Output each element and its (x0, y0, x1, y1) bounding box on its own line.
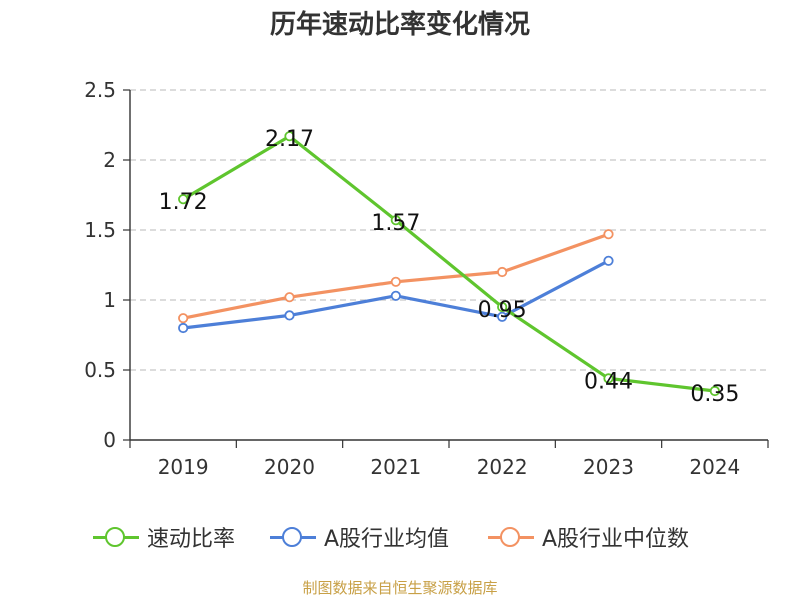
legend-label-industry-mean: A股行业均值 (324, 527, 450, 552)
data-point (603, 255, 614, 266)
data-label: 0.95 (478, 298, 527, 323)
data-point (603, 229, 614, 240)
x-tick-label: 2024 (689, 455, 740, 479)
data-labels: 1.72 2.17 1.57 0.95 0.44 0.35 (159, 127, 740, 407)
data-point (178, 194, 189, 205)
data-point (390, 290, 401, 301)
x-tick-label: 2021 (370, 455, 421, 479)
y-tick-label: 1.5 (84, 218, 116, 242)
x-tick-label: 2022 (477, 455, 528, 479)
x-tick-label: 2019 (158, 455, 209, 479)
footer-source-note: 制图数据来自恒生聚源数据库 (302, 579, 498, 597)
data-label: 0.44 (584, 369, 633, 394)
data-point (284, 310, 295, 321)
legend-item-industry-median[interactable]: A股行业中位数 (488, 519, 689, 555)
data-point (497, 311, 508, 322)
legend-item-quick-ratio[interactable]: 速动比率 (93, 519, 235, 555)
data-point (709, 385, 720, 397)
legend-label-industry-median: A股行业中位数 (542, 527, 690, 552)
data-point (497, 301, 508, 313)
axes: 0 0.5 1 1.5 2 2.5 2019 2020 2021 2022 2023 2024 (84, 78, 769, 479)
data-point (284, 131, 295, 142)
data-point (284, 292, 295, 303)
data-point (390, 276, 401, 287)
y-tick-label: 0.5 (84, 358, 116, 382)
legend-marker-quick-ratio (93, 527, 139, 547)
y-tick-label: 2 (103, 148, 116, 172)
series-line (182, 134, 716, 393)
legend-label-quick-ratio: 速动比率 (147, 527, 236, 552)
y-tick-label: 1 (103, 288, 116, 312)
series-lines (178, 131, 720, 397)
series-line (182, 232, 610, 320)
x-tick-label: 2023 (583, 455, 634, 479)
data-point (497, 266, 508, 278)
data-point (178, 313, 189, 324)
data-label: 1.57 (371, 211, 420, 236)
chart-title: 历年速动比率变化情况 (269, 10, 530, 40)
legend-marker-industry-median (488, 527, 534, 547)
legend-item-industry-mean[interactable]: A股行业均值 (270, 519, 449, 555)
y-tick-label: 2.5 (84, 78, 116, 102)
data-point (603, 373, 614, 384)
data-label: 0.35 (690, 382, 739, 407)
data-label: 2.17 (265, 127, 314, 152)
data-point (178, 322, 189, 334)
x-tick-label: 2020 (264, 455, 315, 479)
data-point (390, 215, 401, 226)
legend-marker-industry-mean (270, 527, 316, 547)
y-tick-label: 0 (103, 428, 116, 452)
data-label: 1.72 (159, 190, 208, 215)
grid-lines (130, 89, 768, 371)
legend: 速动比率 A股行业均值 A股行业中位数 (0, 519, 800, 555)
